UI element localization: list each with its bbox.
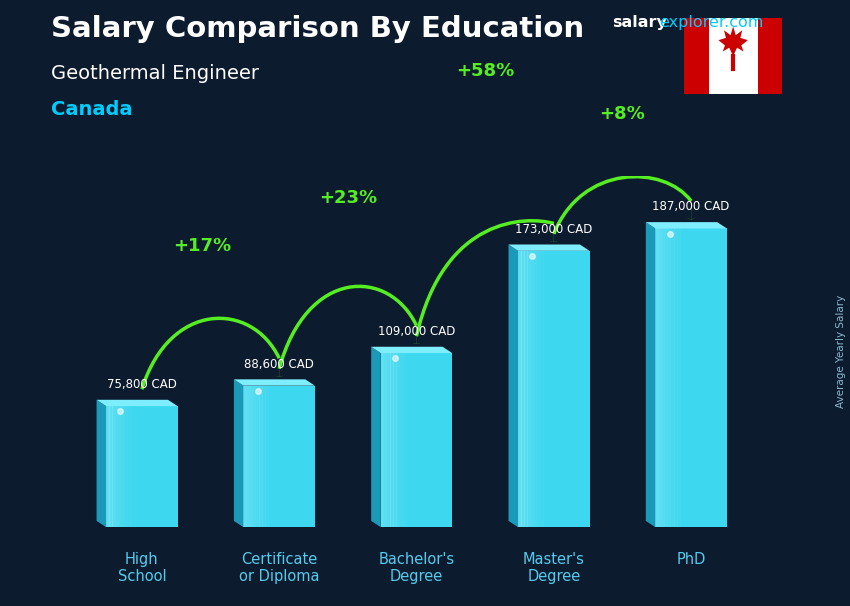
Text: 109,000 CAD: 109,000 CAD	[377, 325, 456, 338]
Bar	[757, 18, 782, 94]
Polygon shape	[655, 228, 727, 527]
Bar	[668, 228, 672, 527]
Bar	[263, 385, 266, 527]
Polygon shape	[508, 244, 518, 527]
Polygon shape	[97, 400, 178, 406]
Bar	[128, 406, 132, 527]
Text: Geothermal Engineer: Geothermal Engineer	[51, 64, 259, 82]
Polygon shape	[371, 347, 381, 527]
Bar	[396, 353, 400, 527]
Polygon shape	[518, 251, 590, 527]
Bar	[659, 228, 662, 527]
Bar	[122, 406, 125, 527]
Bar	[537, 251, 541, 527]
Text: 187,000 CAD: 187,000 CAD	[653, 201, 730, 213]
Bar	[528, 251, 531, 527]
Polygon shape	[646, 222, 655, 527]
Bar	[384, 353, 388, 527]
Bar	[530, 251, 534, 527]
Polygon shape	[234, 379, 314, 385]
Polygon shape	[646, 222, 727, 228]
Text: 75,800 CAD: 75,800 CAD	[107, 378, 177, 391]
Bar	[250, 385, 253, 527]
Text: PhD: PhD	[677, 552, 706, 567]
Text: Average Yearly Salary: Average Yearly Salary	[836, 295, 846, 408]
Polygon shape	[106, 406, 178, 527]
Text: +8%: +8%	[599, 105, 645, 123]
Bar	[677, 228, 681, 527]
Bar	[387, 353, 391, 527]
Polygon shape	[381, 353, 452, 527]
Text: +58%: +58%	[456, 62, 514, 80]
Bar	[116, 406, 119, 527]
Text: Master's
Degree: Master's Degree	[523, 552, 585, 584]
Bar	[394, 353, 397, 527]
Polygon shape	[371, 347, 452, 353]
Bar	[665, 228, 668, 527]
Bar	[110, 406, 113, 527]
Text: 173,000 CAD: 173,000 CAD	[515, 223, 592, 236]
Text: Salary Comparison By Education: Salary Comparison By Education	[51, 15, 584, 43]
Text: Bachelor's
Degree: Bachelor's Degree	[378, 552, 455, 584]
Bar	[112, 406, 116, 527]
Text: Canada: Canada	[51, 100, 133, 119]
Polygon shape	[234, 379, 243, 527]
Bar	[671, 228, 675, 527]
Bar	[534, 251, 537, 527]
Text: +17%: +17%	[173, 238, 231, 256]
Bar	[403, 353, 406, 527]
Text: +23%: +23%	[319, 190, 377, 207]
Bar	[661, 228, 666, 527]
Bar	[684, 18, 709, 94]
Bar	[400, 353, 403, 527]
Text: Certificate
or Diploma: Certificate or Diploma	[239, 552, 320, 584]
Text: High
School: High School	[117, 552, 167, 584]
Bar	[119, 406, 122, 527]
Bar	[265, 385, 269, 527]
Text: 88,600 CAD: 88,600 CAD	[244, 358, 314, 370]
Polygon shape	[508, 244, 590, 251]
Bar	[390, 353, 394, 527]
Bar	[252, 385, 257, 527]
Bar	[246, 385, 250, 527]
Polygon shape	[97, 400, 106, 527]
Text: salary: salary	[612, 15, 667, 30]
Text: explorer.com: explorer.com	[659, 15, 763, 30]
Bar	[521, 251, 524, 527]
Polygon shape	[718, 27, 748, 56]
Bar	[259, 385, 263, 527]
Bar	[655, 228, 659, 527]
Bar	[106, 406, 110, 527]
Polygon shape	[243, 385, 314, 527]
Bar	[540, 251, 543, 527]
Bar	[243, 385, 247, 527]
Bar	[524, 251, 528, 527]
Bar	[125, 406, 128, 527]
Bar	[381, 353, 384, 527]
Bar	[518, 251, 522, 527]
Bar	[674, 228, 677, 527]
Bar	[256, 385, 259, 527]
